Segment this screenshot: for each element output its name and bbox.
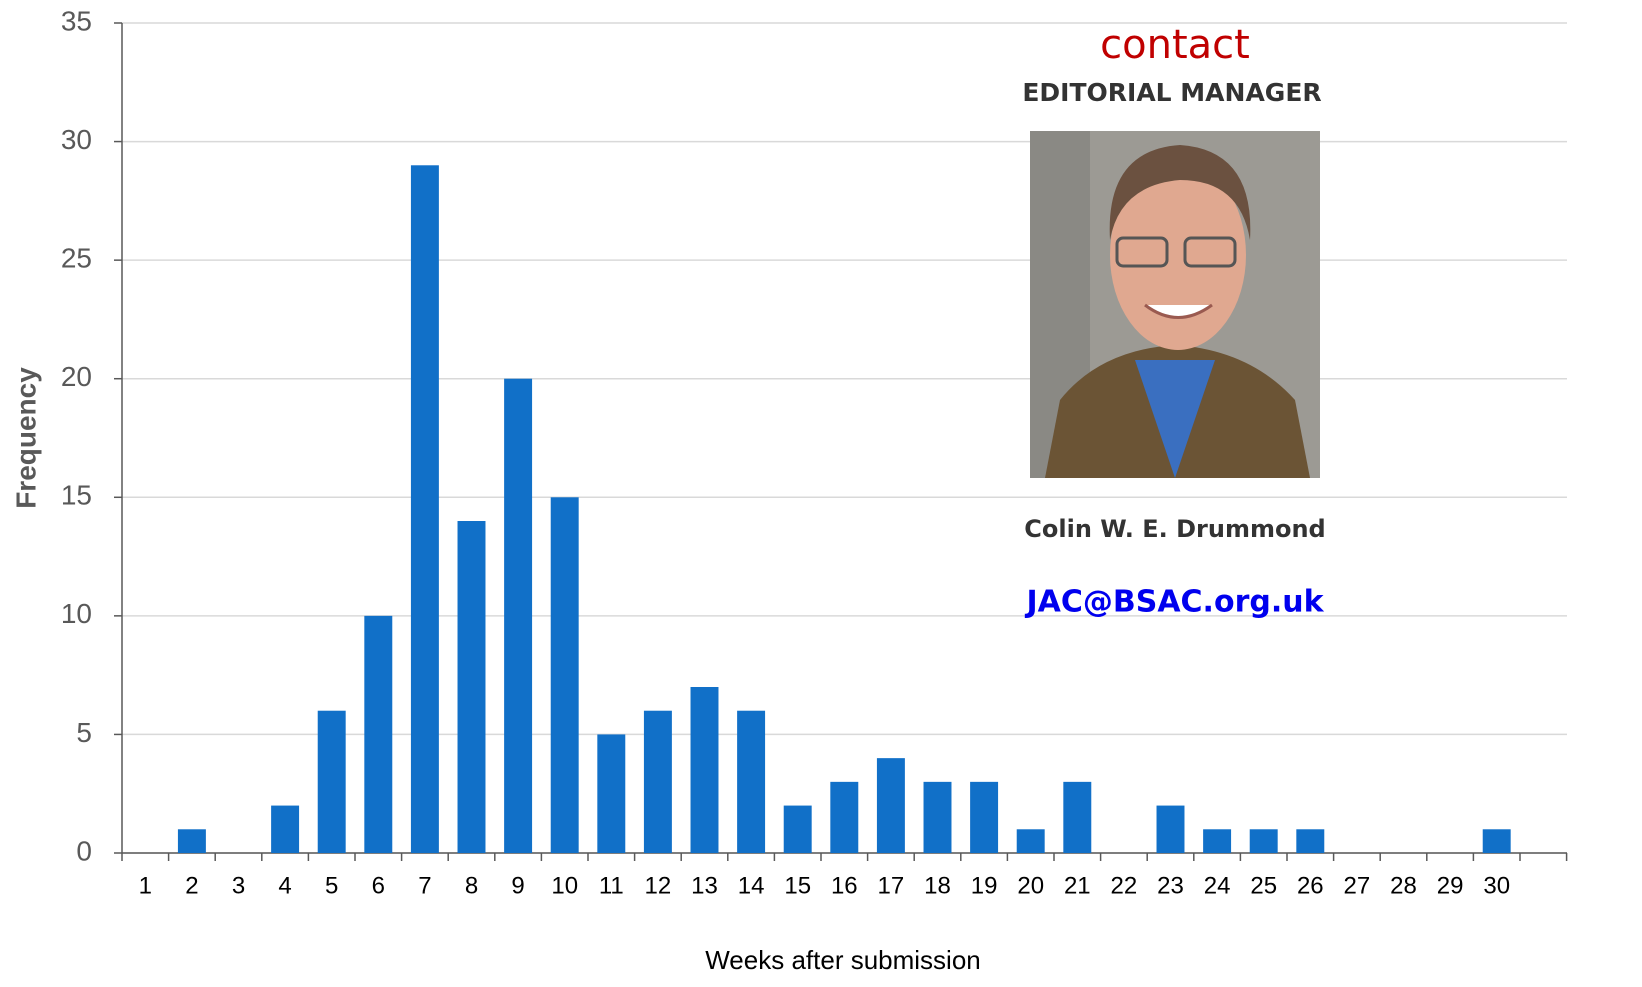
- x-tick-label: 14: [738, 872, 765, 899]
- bar: [364, 615, 393, 853]
- bar: [830, 781, 859, 853]
- x-tick-label: 24: [1204, 872, 1231, 899]
- contact-name: Colin W. E. Drummond: [1024, 515, 1325, 543]
- x-tick-label: 2: [185, 872, 198, 899]
- bar: [1156, 805, 1185, 853]
- x-tick-label: 25: [1250, 872, 1277, 899]
- bar: [457, 521, 486, 853]
- y-tick-label: 15: [61, 480, 92, 511]
- y-tick-label: 0: [76, 835, 92, 866]
- x-tick-label: 16: [831, 872, 858, 899]
- x-tick-label: 18: [924, 872, 951, 899]
- bar: [1063, 781, 1092, 853]
- bar: [177, 829, 206, 853]
- x-tick-label: 28: [1390, 872, 1417, 899]
- y-tick-label: 35: [61, 5, 92, 36]
- x-tick-label: 23: [1157, 872, 1184, 899]
- y-axis-label: Frequency: [10, 367, 41, 509]
- x-axis-label: Weeks after submission: [705, 945, 981, 975]
- bar: [504, 378, 533, 853]
- y-tick-label: 10: [61, 598, 92, 629]
- x-tick-label: 21: [1064, 872, 1091, 899]
- x-tick-label: 17: [878, 872, 905, 899]
- x-tick-label: 29: [1437, 872, 1464, 899]
- bar: [1249, 829, 1278, 853]
- x-tick-label: 10: [551, 872, 578, 899]
- x-tick-label: 8: [465, 872, 478, 899]
- x-tick-label: 30: [1483, 872, 1510, 899]
- x-tick-label: 5: [325, 872, 338, 899]
- bar: [737, 710, 766, 853]
- x-tick-label: 26: [1297, 872, 1324, 899]
- y-tick-label: 5: [76, 717, 92, 748]
- bar: [271, 805, 300, 853]
- bar: [550, 497, 579, 853]
- x-tick-label: 3: [232, 872, 245, 899]
- y-tick-label: 30: [61, 124, 92, 155]
- x-tick-label: 19: [971, 872, 998, 899]
- x-tick-label: 11: [599, 872, 624, 899]
- x-tick-label: 1: [139, 872, 152, 899]
- bar: [690, 687, 719, 853]
- x-tick-label: 4: [278, 872, 291, 899]
- x-tick-label: 9: [511, 872, 524, 899]
- bar: [1482, 829, 1511, 853]
- y-tick-label: 25: [61, 243, 92, 274]
- x-tick-label: 20: [1017, 872, 1044, 899]
- x-tick-label: 6: [372, 872, 385, 899]
- x-tick-label: 15: [784, 872, 811, 899]
- bar: [970, 781, 999, 853]
- x-tick-label: 22: [1111, 872, 1138, 899]
- bar: [876, 758, 905, 853]
- bar: [923, 781, 952, 853]
- bar: [317, 710, 346, 853]
- contact-card: contact EDITORIAL MANAGER Colin W. E. Dr…: [1022, 22, 1325, 620]
- contact-email[interactable]: JAC@BSAC.org.uk: [1024, 585, 1324, 620]
- y-tick-label: 20: [61, 361, 92, 392]
- bar: [783, 805, 812, 853]
- contact-role: EDITORIAL MANAGER: [1022, 78, 1321, 107]
- contact-heading: contact: [1100, 22, 1250, 68]
- x-tick-label: 7: [418, 872, 431, 899]
- bar: [597, 734, 626, 853]
- x-tick-label: 13: [691, 872, 718, 899]
- bar: [1296, 829, 1325, 853]
- bar: [410, 165, 439, 854]
- bar: [1016, 829, 1045, 853]
- bar: [1203, 829, 1232, 853]
- portrait: [1030, 131, 1320, 478]
- x-tick-label: 27: [1344, 872, 1371, 899]
- bar: [643, 710, 672, 853]
- x-tick-label: 12: [645, 872, 672, 899]
